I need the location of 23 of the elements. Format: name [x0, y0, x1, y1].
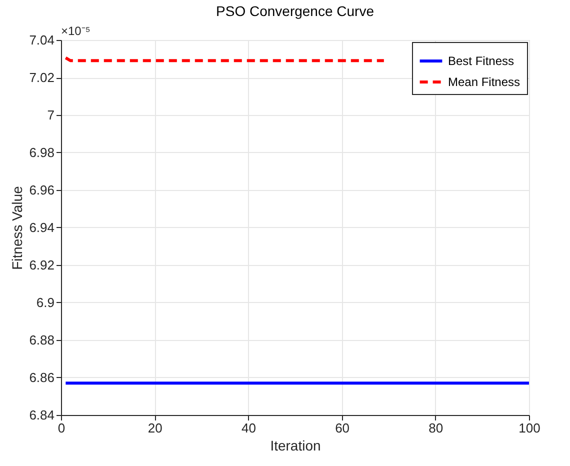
y-tick-label: 7.04 [29, 32, 54, 48]
y-tick-label: 6.96 [29, 182, 54, 198]
y-tick-label: 6.88 [29, 332, 54, 348]
y-tick-label: 7 [47, 108, 54, 122]
legend-label: Mean Fitness [448, 75, 520, 89]
y-tick-label: 7.02 [29, 70, 54, 85]
text: ×10⁻⁵ [61, 24, 90, 38]
x-tick-label: 60 [335, 420, 350, 436]
legend-label: Best Fitness [448, 54, 514, 68]
x-tick-label: 80 [428, 420, 444, 436]
x-tick-label: 20 [148, 420, 162, 436]
y-tick-label: 6.94 [29, 220, 54, 235]
y-tick-label: 6.84 [29, 408, 54, 422]
x-tick-label: 100 [518, 420, 540, 436]
y-tick-label: 6.9 [36, 295, 54, 310]
x-tick-label: 0 [58, 420, 66, 436]
x-tick-label: 40 [241, 420, 256, 436]
y-tick-label: 6.98 [29, 145, 54, 160]
chart-title: PSO Convergence Curve [216, 3, 374, 19]
y-axis-title: Fitness Value [9, 186, 26, 270]
y-tick-label: 6.92 [29, 258, 54, 272]
y-tick-label: 6.86 [29, 370, 54, 385]
x-axis-title: Iteration [270, 438, 321, 454]
